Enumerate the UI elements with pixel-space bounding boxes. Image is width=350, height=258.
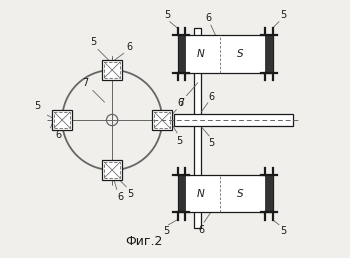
Text: 5: 5 — [280, 226, 286, 236]
Text: S: S — [237, 49, 244, 59]
Text: 6: 6 — [177, 98, 183, 108]
Text: 5: 5 — [163, 226, 169, 236]
Bar — [177, 175, 185, 212]
Bar — [177, 35, 273, 72]
Bar — [174, 114, 293, 126]
Text: 6: 6 — [126, 42, 132, 52]
Text: 7: 7 — [178, 98, 184, 108]
Text: 6: 6 — [208, 92, 214, 102]
Text: 5: 5 — [90, 37, 96, 47]
Bar — [104, 162, 120, 178]
Bar — [194, 28, 202, 228]
Text: N: N — [197, 49, 205, 59]
Bar — [265, 175, 273, 212]
Text: 6: 6 — [55, 130, 61, 140]
Text: 5: 5 — [209, 138, 215, 148]
Bar — [154, 112, 170, 128]
Text: 5: 5 — [35, 101, 41, 111]
Text: 6: 6 — [117, 192, 124, 202]
Text: N: N — [197, 189, 205, 199]
Bar — [265, 35, 273, 72]
Text: Фиг.2: Фиг.2 — [126, 235, 163, 248]
Text: 6: 6 — [198, 225, 204, 235]
Text: 5: 5 — [164, 11, 170, 20]
Bar — [152, 110, 173, 130]
Text: 6: 6 — [205, 13, 211, 23]
Bar — [102, 60, 122, 80]
Text: 7: 7 — [82, 78, 88, 88]
Text: 5: 5 — [127, 189, 134, 199]
Bar — [177, 35, 185, 72]
Text: S: S — [237, 189, 244, 199]
Text: 5: 5 — [280, 11, 286, 20]
Bar — [177, 175, 273, 212]
Bar — [52, 110, 72, 130]
Bar — [54, 112, 70, 128]
Text: 5: 5 — [176, 136, 183, 146]
Bar — [102, 160, 122, 180]
Bar — [104, 62, 120, 78]
